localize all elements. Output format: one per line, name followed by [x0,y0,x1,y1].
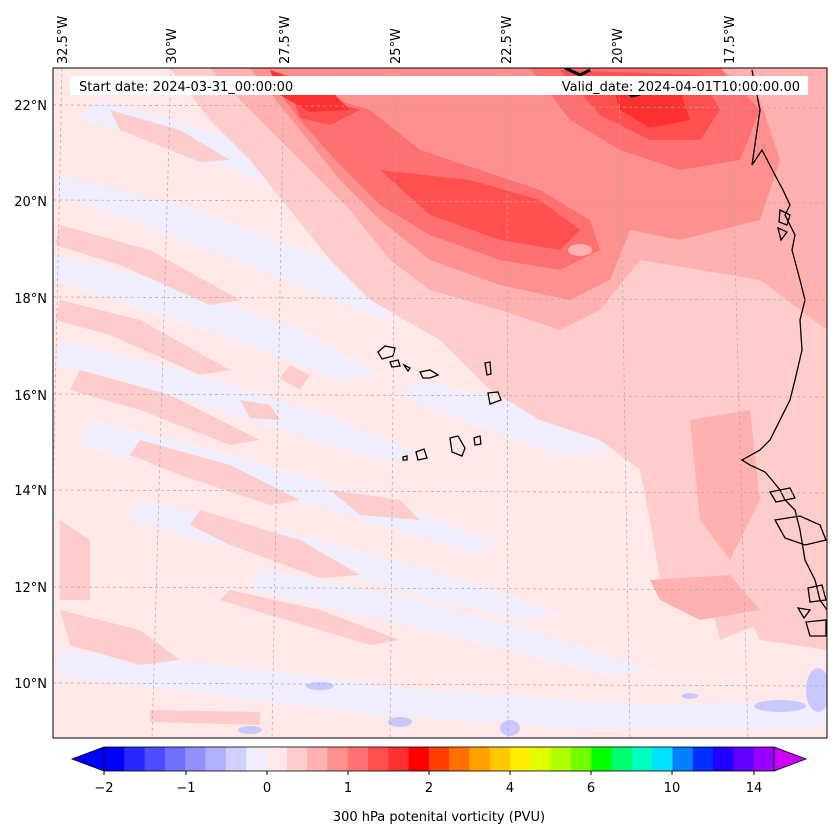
colorbar-cell [408,747,430,771]
colorbar-cell [550,747,572,771]
colorbar-cell [449,747,470,771]
colorbar-over-arrow [773,746,808,772]
lat-label-12n: 12°N [14,581,47,596]
colorbar-title: 300 hPa potenital vorticity (PVU) [333,810,545,825]
colorbar-frame [103,746,775,772]
cb-tick-10: 10 [664,781,681,796]
colorbar-cell [652,747,673,771]
start-date-label: Start date: 2024-03-31_00:00:00 [79,80,293,95]
map-area: Start date: 2024-03-31_00:00:00 Valid_da… [53,68,827,738]
lat-label-22n: 22°N [14,99,47,114]
lon-label-20w: 20°W [611,28,626,64]
colorbar-cells [104,747,775,771]
colorbar-cell [591,747,612,771]
colorbar-cell [489,747,511,771]
cb-tick-1: 1 [344,781,352,796]
colorbar-cell [164,747,186,771]
colorbar-cell [104,747,125,771]
colorbar-cell [713,747,734,771]
map-frame [52,67,828,739]
colorbar-cell [611,747,633,771]
colorbar-cell [205,747,227,771]
pv-light-streaks [55,110,420,725]
cb-tick-2: 2 [425,781,433,796]
colorbar-cell [347,747,369,771]
lon-label-30w: 30°W [165,28,180,64]
cb-tick-14: 14 [746,781,763,796]
colorbar-cell [631,747,653,771]
cape-verde-islands [377,345,502,461]
gridlines [53,68,827,738]
colorbar-cell [185,747,206,771]
lon-label-22-5w: 22.5°W [500,16,515,64]
lon-label-17-5w: 17.5°W [723,16,738,64]
longitude-labels: 32.5°W 30°W 27.5°W 25°W 22.5°W 20°W 17.5… [56,16,738,64]
colorbar-cell [753,747,775,771]
lat-label-18n: 18°N [14,292,47,307]
lat-label-16n: 16°N [14,389,47,404]
colorbar-cell [388,747,409,771]
cb-tick-4: 4 [506,781,514,796]
colorbar-cell [144,747,166,771]
colorbar-cell [530,747,552,771]
cb-tick-neg2: −2 [94,781,113,796]
lat-label-20n: 20°N [14,195,47,210]
colorbar-cell [307,747,328,771]
colorbar-cell [225,747,247,771]
lon-label-25w: 25°W [389,28,404,64]
colorbar-cell [469,747,491,771]
colorbar-cell [672,747,694,771]
cb-tick-0: 0 [263,781,271,796]
pv-blue-spots [238,668,827,736]
date-info-box [70,76,808,95]
colorbar-cell [367,747,389,771]
lat-label-10n: 10°N [14,677,47,692]
latitude-labels: 22°N 20°N 18°N 16°N 14°N 12°N 10°N [14,99,47,692]
colorbar-cell [327,747,349,771]
colorbar-under-arrow [70,746,105,772]
colorbar-cell [286,747,308,771]
cb-tick-6: 6 [587,781,595,796]
lat-label-14n: 14°N [14,484,47,499]
colorbar-cell [692,747,714,771]
colorbar-ticks [103,771,755,775]
colorbar-cell [733,747,755,771]
cb-tick-neg1: −1 [176,781,195,796]
colorbar-cell [266,747,288,771]
colorbar-cell [570,747,592,771]
lon-label-27-5w: 27.5°W [278,16,293,64]
colorbar-cell [124,747,145,771]
valid-date-label: Valid_date: 2024-04-01T10:00:00.00 [562,80,800,95]
colorbar-cell [510,747,531,771]
colorbar-cell [246,747,267,771]
lon-label-32-5w: 32.5°W [56,16,71,64]
coastline [740,69,827,637]
colorbar-cell [428,747,450,771]
colorbar-tick-labels: −2 −1 0 1 2 4 6 10 14 [94,781,762,796]
colorbar: −2 −1 0 1 2 4 6 10 14 300 hPa potenital … [70,746,808,825]
